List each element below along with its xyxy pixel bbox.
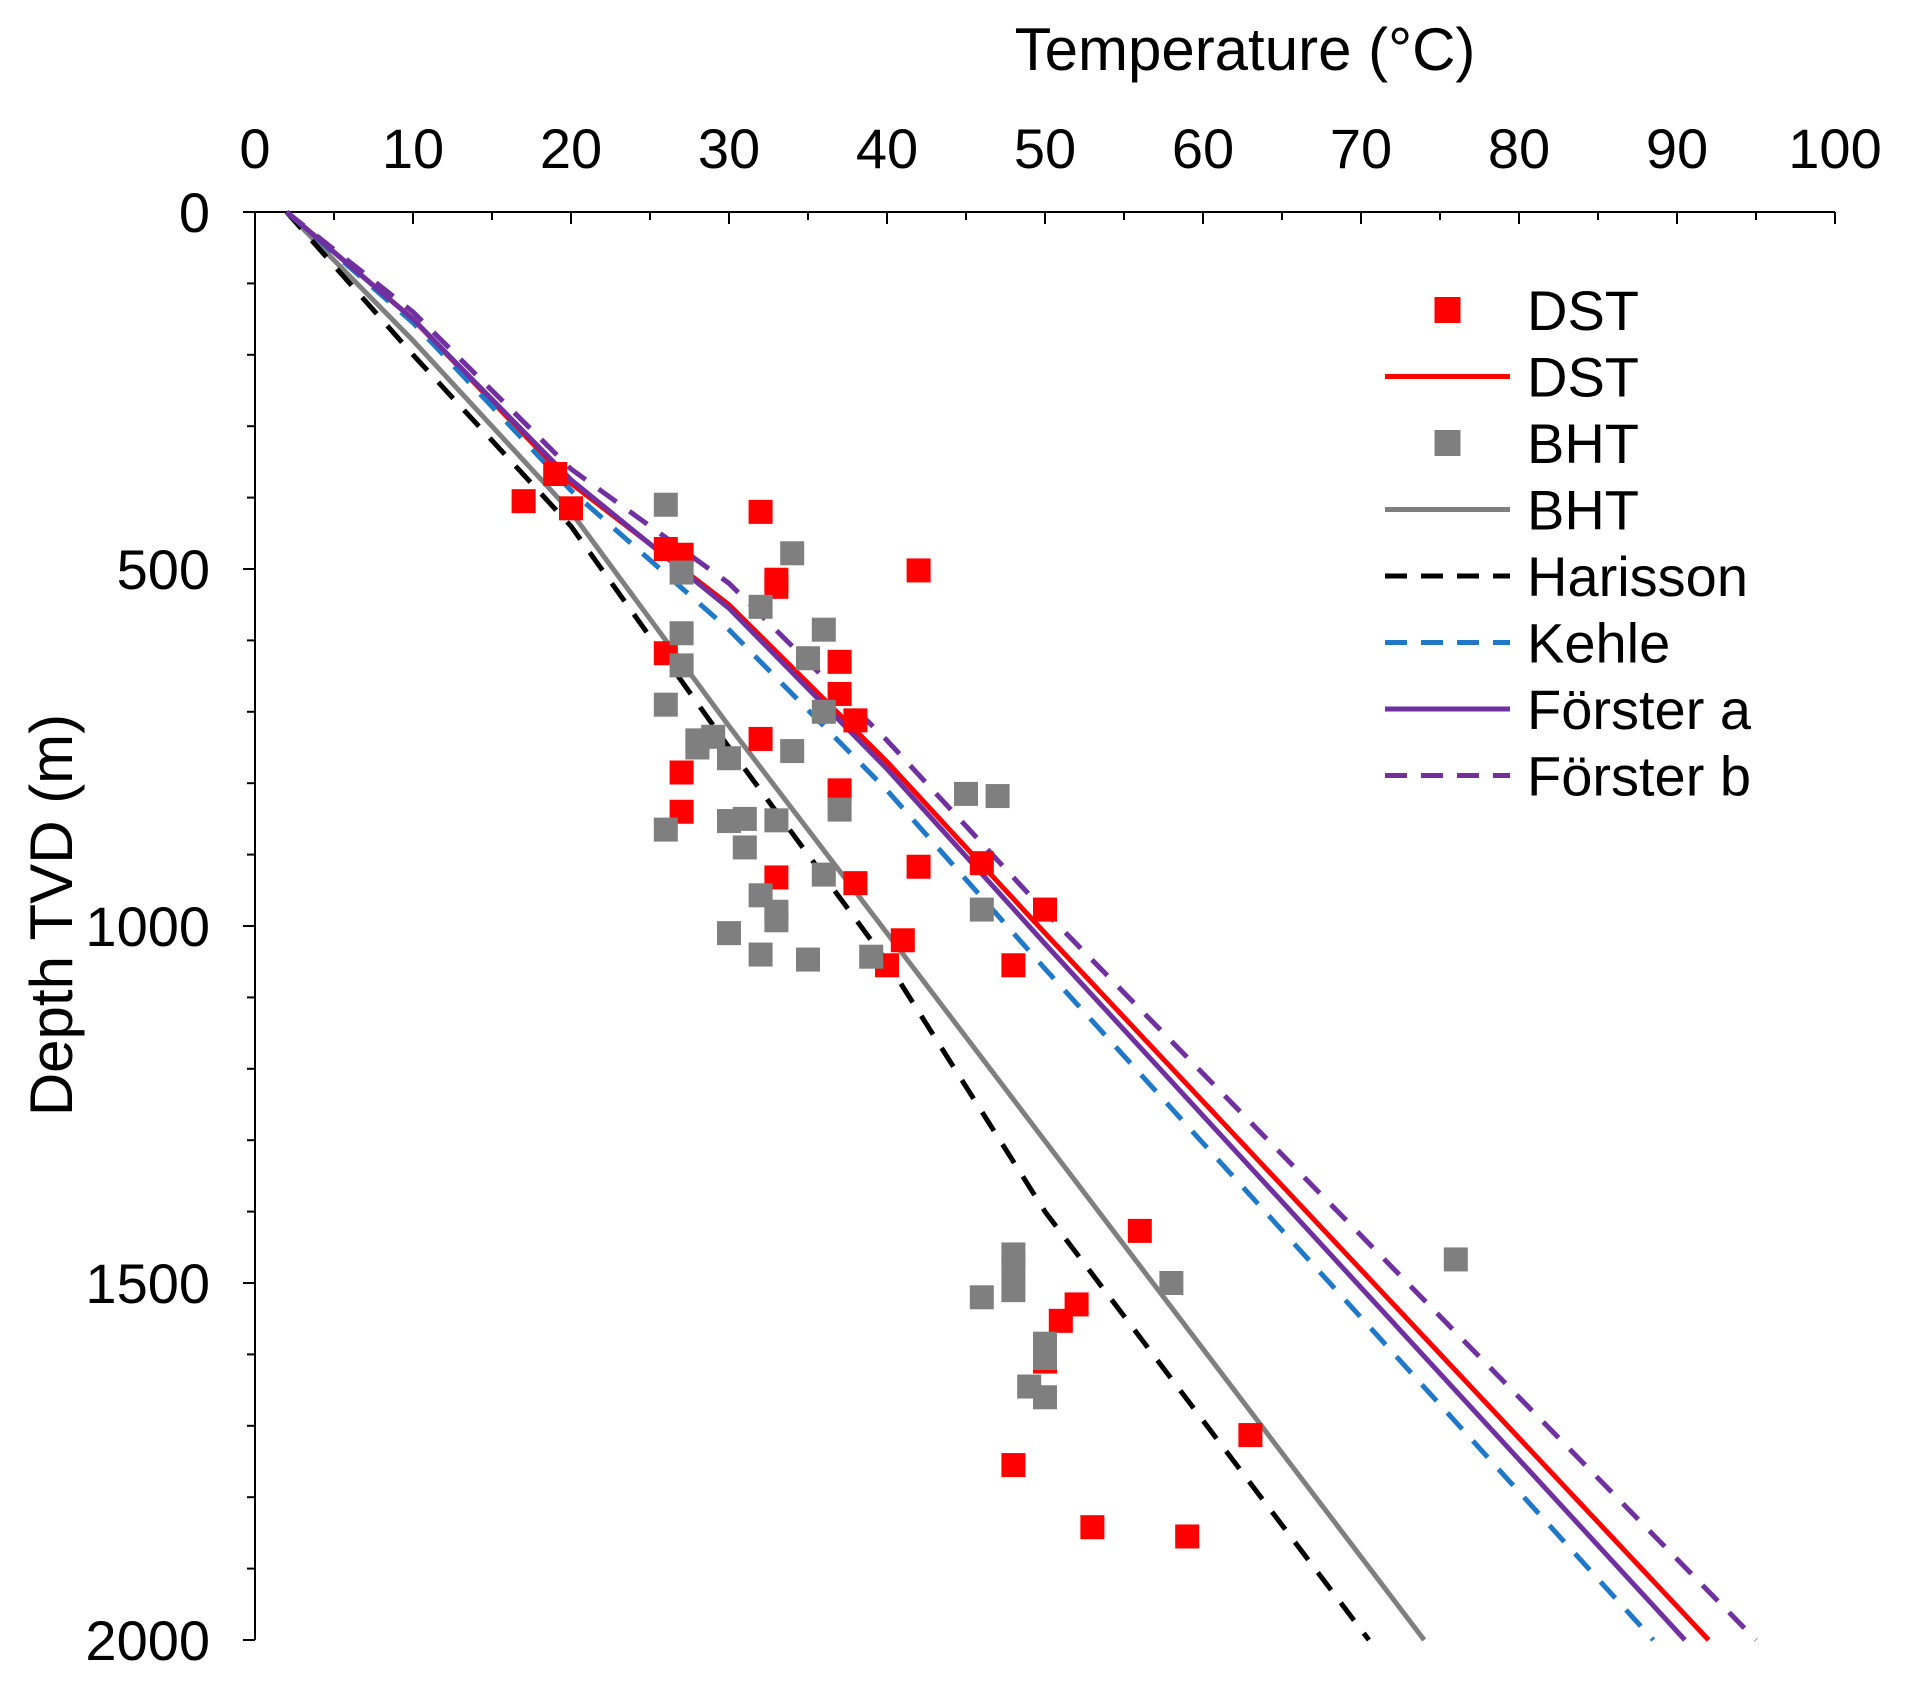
legend-label: BHT: [1527, 479, 1639, 542]
x-tick-label: 40: [856, 117, 918, 180]
dst-point: [890, 928, 915, 953]
legend-label: DST: [1527, 279, 1639, 342]
legend-label: BHT: [1527, 412, 1639, 475]
dst-point: [764, 567, 789, 592]
dst-point: [843, 871, 868, 896]
kehle-curve: [284, 210, 1656, 1642]
y-tick-label: 2000: [85, 1609, 210, 1672]
y-tick-label: 500: [117, 538, 210, 601]
bht-point: [653, 492, 678, 517]
forster-a-curve: [284, 210, 1687, 1642]
x-tick-label: 90: [1646, 117, 1708, 180]
bht-point: [796, 646, 820, 671]
bht-point: [859, 944, 884, 969]
x-tick-label: 100: [1788, 117, 1881, 180]
y-tick-label: 0: [179, 181, 210, 244]
bht-point: [669, 560, 694, 585]
bht-point: [969, 897, 994, 922]
bht-point: [796, 947, 820, 972]
bht-point: [780, 739, 805, 764]
x-tick-label: 70: [1330, 117, 1392, 180]
dst-point: [1048, 1308, 1073, 1333]
x-tick-label: 10: [382, 117, 444, 180]
bht-point: [1001, 1254, 1026, 1279]
legend-label: Förster b: [1527, 745, 1751, 808]
bht-point: [954, 781, 978, 806]
legend-label: Harisson: [1527, 545, 1748, 608]
x-axis-title: Temperature (°C): [1015, 16, 1476, 83]
bht-point: [1001, 1278, 1026, 1303]
bht-point: [653, 692, 678, 717]
legend-marker-dst: [1434, 297, 1461, 323]
x-tick-label: 80: [1488, 117, 1550, 180]
bht-point: [669, 621, 694, 646]
x-tick-label: 0: [239, 117, 270, 180]
data-points: [511, 462, 1468, 1549]
dst-point: [1001, 1453, 1026, 1478]
dst-curve: [284, 210, 1711, 1642]
bht-point: [985, 784, 1010, 809]
dst-point: [969, 851, 994, 876]
x-tick-label: 30: [698, 117, 760, 180]
x-tick-label: 20: [540, 117, 602, 180]
bht-point: [653, 817, 678, 842]
dst-point: [906, 558, 931, 583]
bht-point: [748, 942, 773, 967]
dst-point: [511, 489, 536, 514]
bht-point: [811, 617, 836, 642]
bht-point: [764, 808, 789, 833]
bht-point: [1033, 1385, 1057, 1410]
y-tick-label: 1500: [85, 1252, 210, 1315]
dst-point: [1127, 1218, 1152, 1243]
x-tick-label: 60: [1172, 117, 1234, 180]
bht-point: [969, 1285, 994, 1310]
y-axis-title: Depth TVD (m): [18, 714, 85, 1116]
bht-point: [811, 699, 836, 724]
bht-point: [717, 809, 741, 834]
dst-point: [906, 854, 931, 879]
dst-point: [543, 462, 568, 487]
legend-label: Förster a: [1527, 678, 1752, 741]
dst-point: [1080, 1515, 1105, 1540]
harisson-curve: [284, 210, 1371, 1642]
dst-point: [1175, 1524, 1200, 1549]
dst-point: [843, 708, 868, 733]
bht-point: [811, 862, 836, 887]
dst-point: [1238, 1423, 1263, 1448]
bht-point: [717, 746, 741, 771]
bht-point: [827, 797, 852, 822]
dst-point: [559, 496, 583, 521]
dst-point: [669, 760, 694, 785]
bht-point: [732, 835, 757, 860]
dst-point: [748, 726, 773, 751]
bht-point: [669, 653, 694, 678]
x-tick-label: 50: [1014, 117, 1076, 180]
dst-point: [1001, 953, 1026, 978]
legend-label: Kehle: [1527, 612, 1670, 675]
bht-point: [717, 921, 741, 946]
dst-point: [1033, 897, 1057, 922]
bht-point: [748, 594, 773, 619]
legend-label: DST: [1527, 346, 1639, 409]
bht-curve: [284, 210, 1427, 1642]
legend-marker-bht: [1434, 430, 1461, 456]
dst-point: [827, 649, 852, 674]
bht-point: [764, 908, 789, 933]
bht-point: [685, 735, 710, 760]
bht-point: [1159, 1271, 1184, 1295]
bht-point: [780, 541, 805, 566]
bht-point: [1443, 1247, 1468, 1272]
bht-point: [1033, 1345, 1057, 1370]
y-tick-label: 1000: [85, 895, 210, 958]
dst-point: [748, 499, 773, 524]
